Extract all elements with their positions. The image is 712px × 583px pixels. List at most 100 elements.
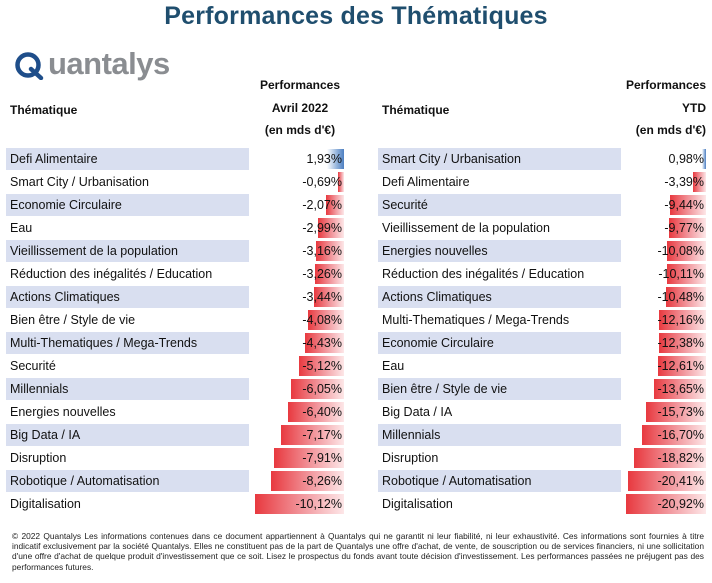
- performance-bar: [317, 218, 344, 238]
- performance-cell: -10,48%: [624, 286, 706, 308]
- performance-cell: 0,98%: [624, 148, 706, 170]
- table-row: Millennials -6,05%: [6, 378, 344, 400]
- thematique-name: Actions Climatiques: [378, 286, 621, 308]
- table-row: Defi Alimentaire 1,93%: [6, 148, 344, 170]
- performance-bar: [665, 287, 706, 307]
- thematique-name: Actions Climatiques: [6, 286, 249, 308]
- page-title: Performances des Thématiques: [164, 2, 548, 30]
- thematique-name: Eau: [10, 221, 33, 235]
- performance-bar: [627, 471, 706, 491]
- performance-value: -7,17%: [302, 428, 342, 442]
- performance-bar: [634, 448, 706, 468]
- thematique-name: Eau: [382, 359, 405, 373]
- thematique-name: Bien être / Style de vie: [378, 378, 621, 400]
- logo-text: uantalys: [48, 46, 170, 81]
- performance-bar: [659, 310, 706, 330]
- table-row: Réduction des inégalités / Education -3,2…: [6, 263, 344, 285]
- thematique-name: Defi Alimentaire: [382, 175, 470, 189]
- table-row: Robotique / Automatisation -20,41%: [378, 470, 706, 492]
- performance-cell: -7,17%: [252, 424, 344, 446]
- thematique-name: Digitalisation: [10, 497, 81, 511]
- performance-value: -10,12%: [295, 497, 342, 511]
- performance-value: -20,92%: [657, 497, 704, 511]
- performance-value: -10,11%: [658, 267, 704, 281]
- table-row: Réduction des inégalités / Education -10,…: [378, 263, 706, 285]
- table-row: Bien être / Style de vie -4,08%: [6, 309, 344, 331]
- performance-cell: -3,44%: [252, 286, 344, 308]
- performance-value: -6,05%: [302, 382, 342, 396]
- table-row: Digitalisation -20,92%: [378, 493, 706, 515]
- performance-bar: [327, 149, 344, 169]
- performance-cell: 1,93%: [252, 148, 344, 170]
- performance-bar: [316, 241, 344, 261]
- table-row: Smart City / Urbanisation 0,98%: [378, 148, 706, 170]
- performance-cell: -9,44%: [624, 194, 706, 216]
- performance-bar: [658, 333, 706, 353]
- table-row: Eau -12,61%: [378, 355, 706, 377]
- table-row: Disruption -18,82%: [378, 447, 706, 469]
- table-row: Big Data / IA -15,73%: [378, 401, 706, 423]
- performance-value: -10,08%: [657, 244, 704, 258]
- table-row: Defi Alimentaire -3,39%: [378, 171, 706, 193]
- thematique-name: Bien être / Style de vie: [10, 313, 136, 327]
- performance-bar: [325, 195, 344, 215]
- performance-value: -20,41%: [657, 474, 704, 488]
- thematique-name: Smart City / Urbanisation: [10, 175, 149, 189]
- table-row: Actions Climatiques -3,44%: [6, 286, 344, 308]
- performance-value: -4,43%: [302, 336, 342, 350]
- performance-cell: -8,26%: [252, 470, 344, 492]
- performance-cell: -10,08%: [624, 240, 706, 262]
- thematique-name: Robotique / Automatisation: [378, 470, 621, 492]
- thematique-name: Disruption: [382, 451, 439, 465]
- table-row: Economie Circulaire -2,07%: [6, 194, 344, 216]
- right-header-line-1: Performances: [625, 78, 706, 92]
- table-row: Securité -9,44%: [378, 194, 706, 216]
- performance-cell: -6,40%: [252, 401, 344, 423]
- thematique-name: Big Data / IA: [382, 405, 453, 419]
- performance-bar: [626, 494, 706, 514]
- performance-cell: -0,69%: [252, 171, 344, 193]
- table-row: Smart City / Urbanisation -0,69%: [6, 171, 344, 193]
- thematique-name: Réduction des inégalités / Education: [10, 267, 213, 281]
- performance-bar: [669, 195, 706, 215]
- performance-bar: [702, 149, 706, 169]
- performance-cell: -13,65%: [624, 378, 706, 400]
- left-col-name-header: Thématique: [10, 103, 78, 117]
- thematique-name: Big Data / IA: [6, 424, 249, 446]
- performance-value: -8,26%: [302, 474, 342, 488]
- table-row: Securité -5,12%: [6, 355, 344, 377]
- performance-cell: -5,12%: [252, 355, 344, 377]
- performance-bar: [337, 172, 344, 192]
- performance-bar: [313, 287, 344, 307]
- performance-value: 0,98%: [668, 152, 704, 166]
- table-row: Robotique / Automatisation -8,26%: [6, 470, 344, 492]
- performance-bar: [290, 379, 344, 399]
- performance-cell: -7,91%: [252, 447, 344, 469]
- performance-value: -7,91%: [302, 451, 342, 465]
- performance-value: -12,16%: [657, 313, 704, 327]
- performance-bar: [287, 402, 344, 422]
- table-row: Economie Circulaire -12,38%: [378, 332, 706, 354]
- performance-cell: -3,16%: [252, 240, 344, 262]
- thematique-name: Energies nouvelles: [378, 240, 621, 262]
- performance-value: -3,44%: [302, 290, 342, 304]
- performance-value: -6,40%: [302, 405, 342, 419]
- performance-cell: -2,07%: [252, 194, 344, 216]
- thematique-name: Smart City / Urbanisation: [378, 148, 621, 170]
- performance-value: -16,70%: [657, 428, 704, 442]
- table-row: Vieillissement de la population -9,77%: [378, 217, 706, 239]
- quantalys-q-logo-icon: [15, 52, 44, 80]
- performance-cell: -20,92%: [624, 493, 706, 515]
- disclaimer-footer: © 2022 Quantalys Les informations conten…: [12, 531, 704, 572]
- performance-value: -18,82%: [657, 451, 704, 465]
- performance-cell: -4,08%: [252, 309, 344, 331]
- thematique-name: Energies nouvelles: [10, 405, 116, 419]
- performance-bar: [271, 471, 344, 491]
- performance-value: -3,26%: [302, 267, 342, 281]
- performance-value: -5,12%: [302, 359, 342, 373]
- thematique-name: Vieillissement de la population: [382, 221, 550, 235]
- table-row: Disruption -7,91%: [6, 447, 344, 469]
- thematique-name: Multi-Thematiques / Mega-Trends: [382, 313, 570, 327]
- performance-value: 1,93%: [306, 152, 342, 166]
- left-header-line-2: Avril 2022: [271, 100, 329, 115]
